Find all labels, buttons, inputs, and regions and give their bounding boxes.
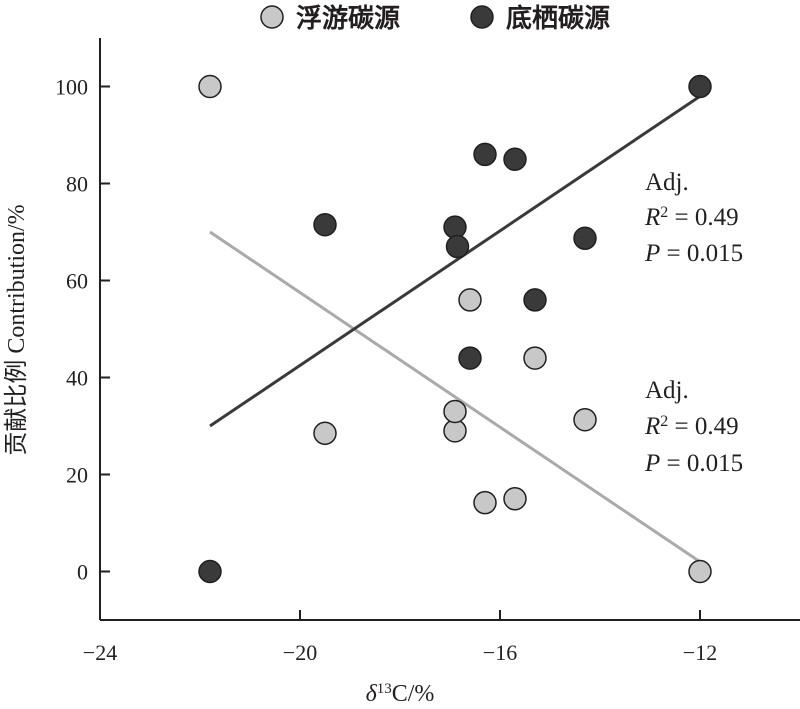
x-tick-label: −20	[283, 640, 317, 665]
legend-marker-benthic	[470, 5, 494, 29]
annotation-adj: Adj.	[645, 169, 689, 196]
point-benthic	[458, 346, 482, 370]
x-axis-label: δ13C/%	[366, 681, 435, 707]
y-tick-label: 20	[66, 463, 88, 488]
point-plankton	[458, 288, 482, 312]
x-tick-label: −24	[83, 640, 117, 665]
point-benthic	[473, 142, 497, 167]
point-benthic	[443, 215, 467, 239]
point-benthic	[198, 559, 222, 584]
annotation-adj: Adj.	[645, 377, 689, 404]
point-plankton	[313, 421, 337, 446]
legend: 浮游碳源 底栖碳源	[260, 3, 610, 34]
y-tick-label: 40	[66, 366, 88, 391]
annotation-r2: R2 = 0.49	[644, 413, 739, 441]
legend-marker-plankton	[260, 5, 284, 29]
point-plankton	[503, 487, 527, 511]
point-benthic	[523, 288, 547, 312]
x-axis-ticks: −24 −20 −16 −12	[83, 610, 717, 665]
point-plankton	[523, 346, 547, 370]
point-benthic	[573, 226, 597, 251]
point-benthic	[688, 74, 712, 99]
annotation-benthic-fit: Adj. R2 = 0.49 P = 0.015	[644, 169, 743, 267]
point-plankton	[473, 490, 497, 515]
point-plankton	[198, 74, 222, 99]
y-tick-label: 80	[66, 172, 88, 197]
annotation-p: P = 0.015	[644, 240, 743, 267]
annotation-plankton-fit: Adj. R2 = 0.49 P = 0.015	[644, 377, 743, 477]
data-points	[198, 74, 712, 584]
legend-label-plankton: 浮游碳源	[296, 4, 400, 34]
y-tick-label: 100	[55, 75, 88, 100]
annotation-p: P = 0.015	[644, 450, 743, 477]
fit-line-benthic	[209, 94, 701, 428]
point-plankton	[573, 407, 597, 432]
point-plankton	[443, 399, 467, 424]
point-benthic	[445, 234, 470, 259]
point-benthic	[503, 147, 527, 171]
annotation-r2: R2 = 0.49	[644, 204, 739, 232]
x-tick-label: −12	[683, 640, 717, 665]
y-axis-ticks: 0 20 40 60 80 100	[55, 75, 110, 585]
x-tick-label: −16	[483, 640, 517, 665]
legend-label-benthic: 底栖碳源	[506, 3, 610, 34]
y-tick-label: 60	[66, 269, 88, 294]
point-plankton	[688, 559, 712, 584]
fit-line-plankton	[209, 230, 701, 564]
y-axis-label: 贡献比例 Contribution/%	[2, 204, 30, 455]
y-tick-label: 0	[77, 560, 88, 585]
point-benthic	[313, 212, 337, 237]
fit-lines	[209, 94, 701, 564]
